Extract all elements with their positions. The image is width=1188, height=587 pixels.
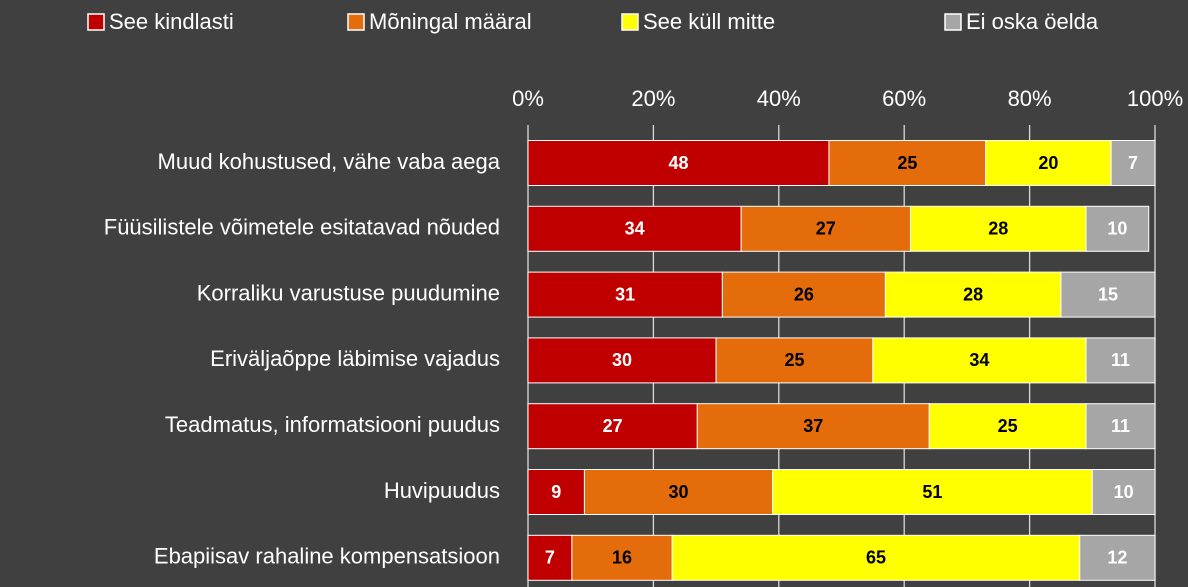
- bar-segment: [1079, 534, 1156, 581]
- data-label: 25: [998, 416, 1018, 436]
- data-label: 27: [603, 416, 623, 436]
- x-tick-label: 100%: [1127, 86, 1183, 111]
- bar-segment: [1085, 205, 1150, 252]
- bar-segment: [527, 469, 585, 515]
- bar-segment: [1060, 271, 1156, 318]
- bar-segment: [1085, 403, 1156, 450]
- x-tick-label: 60%: [882, 86, 926, 111]
- bar-segment: [740, 205, 911, 252]
- data-label: 16: [612, 548, 632, 568]
- legend-swatch: [621, 13, 639, 31]
- y-tick-label: Huvipuudus: [384, 478, 500, 503]
- x-tick-label: 0%: [512, 86, 544, 111]
- data-label: 48: [668, 153, 688, 173]
- data-label: 25: [897, 153, 917, 173]
- bar-segment: [571, 534, 673, 581]
- y-tick-label: Eriväljaõppe läbimise vajadus: [210, 346, 500, 371]
- data-label: 34: [625, 219, 645, 239]
- data-label: 34: [969, 350, 989, 370]
- y-tick-label: Füüsilistele võimetele esitatavad nõuded: [104, 215, 500, 240]
- bar-segment: [1085, 337, 1156, 384]
- data-label: 20: [1038, 153, 1058, 173]
- data-label: 10: [1114, 482, 1134, 502]
- bar-segment: [527, 271, 723, 318]
- data-label: 7: [545, 548, 555, 568]
- data-label: 26: [794, 284, 814, 304]
- bar-segment: [527, 140, 830, 186]
- data-label: 31: [615, 284, 635, 304]
- data-label: 65: [866, 548, 886, 568]
- x-tick-label: 40%: [757, 86, 801, 111]
- data-label: 11: [1111, 416, 1130, 436]
- data-label: 25: [784, 350, 804, 370]
- data-label: 7: [1128, 153, 1138, 173]
- legend-swatch: [944, 13, 962, 31]
- legend-swatch: [347, 13, 365, 31]
- data-label: 51: [922, 482, 942, 502]
- legend-label: Mõningal määral: [369, 9, 532, 34]
- bar-segment: [884, 271, 1062, 318]
- bar-segment: [772, 469, 1093, 515]
- bar-segment: [527, 403, 698, 450]
- y-tick-label: Teadmatus, informatsiooni puudus: [165, 412, 500, 437]
- bar-segment: [909, 205, 1087, 252]
- bar-segment: [696, 403, 930, 450]
- y-tick-label: Ebapiisav rahaline kompensatsioon: [154, 544, 500, 569]
- legend-label: See küll mitte: [643, 9, 775, 34]
- data-label: 10: [1107, 219, 1127, 239]
- data-label: 30: [668, 482, 688, 502]
- bar-segment: [671, 534, 1081, 581]
- y-tick-label: Korraliku varustuse puudumine: [197, 280, 500, 305]
- data-label: 28: [988, 219, 1008, 239]
- bar-segment: [1110, 140, 1156, 186]
- bar-segment: [527, 205, 742, 252]
- data-label: 37: [803, 416, 823, 436]
- bar-segment: [1091, 469, 1156, 515]
- legend-label: See kindlasti: [109, 9, 234, 34]
- data-label: 15: [1098, 284, 1118, 304]
- bar-segment: [527, 337, 717, 384]
- bar-segment: [721, 271, 886, 318]
- legend-label: Ei oska öelda: [966, 9, 1099, 34]
- legend-swatch: [87, 13, 105, 31]
- x-tick-label: 80%: [1008, 86, 1052, 111]
- data-label: 9: [551, 482, 561, 502]
- data-label: 27: [816, 219, 836, 239]
- data-label: 28: [963, 284, 983, 304]
- data-label: 30: [612, 350, 632, 370]
- bar-segment: [715, 337, 874, 384]
- x-tick-label: 20%: [631, 86, 675, 111]
- data-label: 12: [1107, 548, 1127, 568]
- data-label: 11: [1111, 350, 1130, 370]
- y-tick-label: Muud kohustused, vähe vaba aega: [158, 149, 501, 174]
